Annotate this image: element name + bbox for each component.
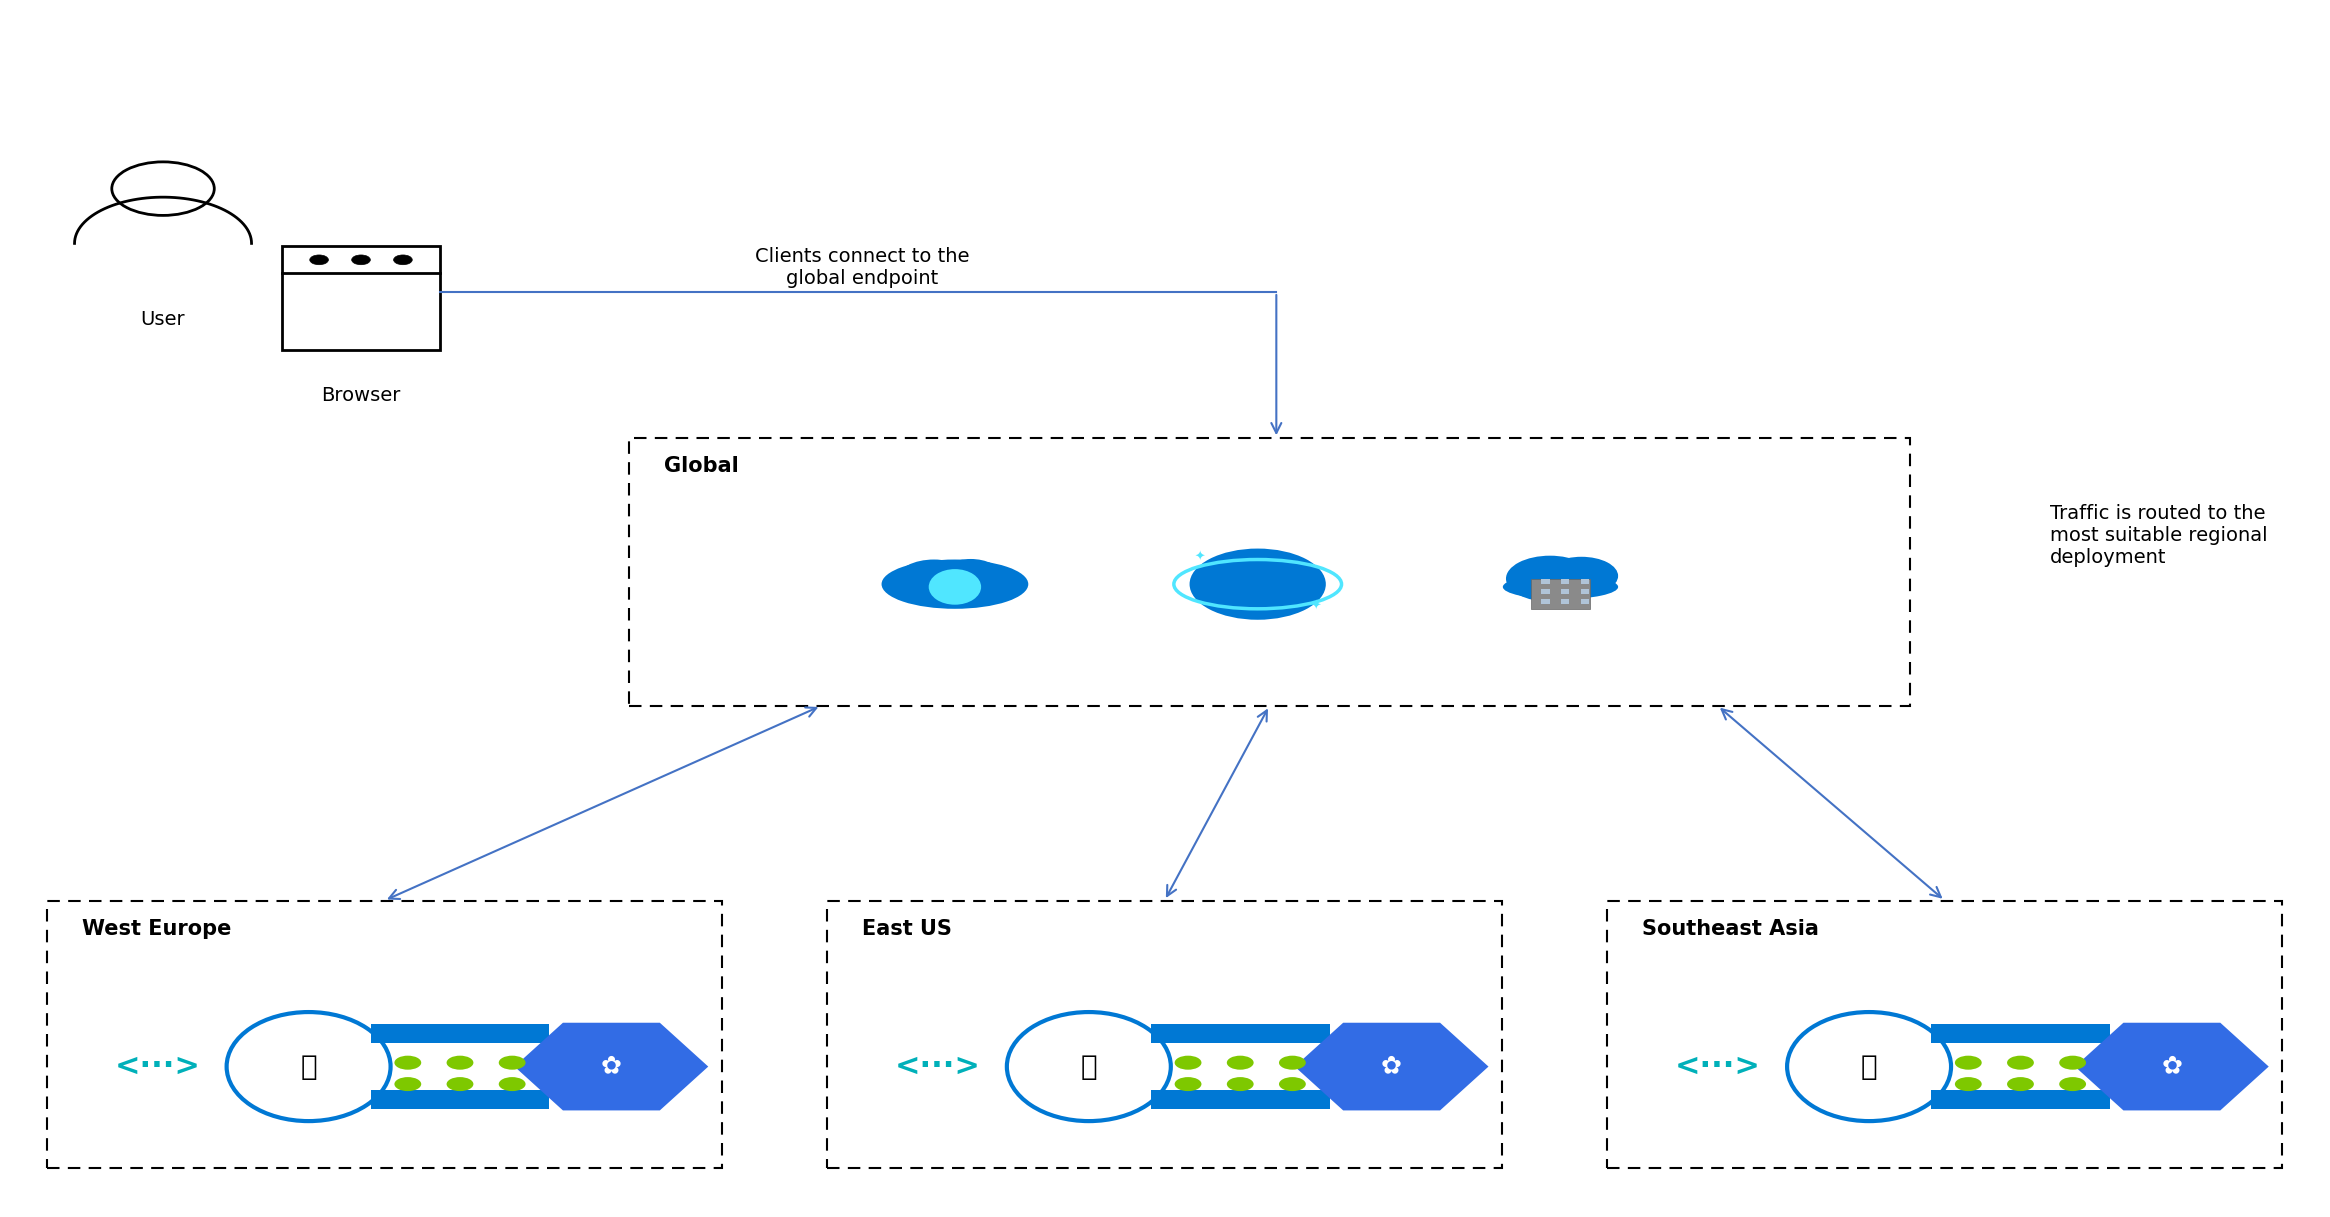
Circle shape	[1955, 1055, 1983, 1070]
Circle shape	[394, 1055, 422, 1070]
Circle shape	[1955, 1077, 1983, 1092]
Text: User: User	[140, 310, 186, 330]
Circle shape	[447, 1055, 473, 1070]
FancyBboxPatch shape	[1151, 1023, 1330, 1043]
Text: Browser: Browser	[322, 387, 401, 405]
Text: Clients connect to the
global endpoint: Clients connect to the global endpoint	[755, 247, 969, 288]
FancyBboxPatch shape	[282, 246, 440, 350]
FancyBboxPatch shape	[1580, 579, 1589, 584]
Circle shape	[1279, 1055, 1305, 1070]
Circle shape	[1228, 1077, 1254, 1092]
Text: ✿: ✿	[601, 1055, 622, 1078]
Circle shape	[310, 256, 329, 265]
Circle shape	[2006, 1077, 2034, 1092]
Circle shape	[1228, 1055, 1254, 1070]
Text: 🔑: 🔑	[301, 1053, 317, 1081]
Ellipse shape	[1007, 1013, 1170, 1121]
Circle shape	[941, 559, 1000, 590]
Text: Traffic is routed to the
most suitable regional
deployment: Traffic is routed to the most suitable r…	[2050, 504, 2267, 567]
Text: ✦: ✦	[1195, 550, 1205, 563]
Circle shape	[447, 1077, 473, 1092]
Text: Global: Global	[664, 456, 739, 476]
Circle shape	[1545, 557, 1617, 595]
FancyBboxPatch shape	[1932, 1090, 2111, 1110]
Text: West Europe: West Europe	[82, 919, 231, 938]
Text: ✦: ✦	[1309, 600, 1321, 612]
Circle shape	[499, 1055, 527, 1070]
FancyBboxPatch shape	[1561, 589, 1570, 594]
FancyBboxPatch shape	[1561, 599, 1570, 604]
Text: East US: East US	[862, 919, 951, 938]
Circle shape	[897, 560, 972, 598]
Ellipse shape	[226, 1013, 391, 1121]
Circle shape	[2060, 1077, 2085, 1092]
Circle shape	[499, 1077, 527, 1092]
FancyBboxPatch shape	[1542, 579, 1549, 584]
FancyBboxPatch shape	[1151, 1090, 1330, 1110]
Circle shape	[1505, 556, 1594, 601]
FancyBboxPatch shape	[1580, 599, 1589, 604]
Ellipse shape	[930, 570, 981, 605]
Text: 🔑: 🔑	[1862, 1053, 1878, 1081]
FancyBboxPatch shape	[370, 1023, 550, 1043]
Text: ✿: ✿	[2162, 1055, 2183, 1078]
Circle shape	[1191, 549, 1326, 619]
Text: 🔑: 🔑	[1081, 1053, 1097, 1081]
Circle shape	[1174, 1077, 1202, 1092]
FancyBboxPatch shape	[1542, 589, 1549, 594]
Ellipse shape	[1787, 1013, 1950, 1121]
FancyBboxPatch shape	[1580, 589, 1589, 594]
Text: ✿: ✿	[1382, 1055, 1403, 1078]
Text: <···>: <···>	[895, 1051, 981, 1081]
Circle shape	[1279, 1077, 1305, 1092]
Ellipse shape	[1503, 574, 1617, 599]
Circle shape	[352, 256, 370, 265]
FancyBboxPatch shape	[370, 1090, 550, 1110]
Circle shape	[1174, 1055, 1202, 1070]
Circle shape	[394, 256, 412, 265]
Text: <···>: <···>	[114, 1051, 200, 1081]
FancyBboxPatch shape	[1531, 578, 1589, 608]
FancyBboxPatch shape	[1932, 1023, 2111, 1043]
Circle shape	[2006, 1055, 2034, 1070]
Text: Southeast Asia: Southeast Asia	[1643, 919, 1820, 938]
Text: <···>: <···>	[1675, 1051, 1761, 1081]
FancyBboxPatch shape	[1561, 579, 1570, 584]
Ellipse shape	[881, 560, 1028, 608]
Circle shape	[2060, 1055, 2085, 1070]
Circle shape	[394, 1077, 422, 1092]
FancyBboxPatch shape	[1542, 599, 1549, 604]
